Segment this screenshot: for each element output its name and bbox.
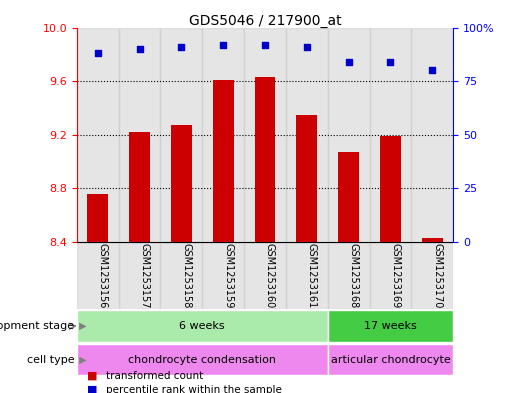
Text: ▶: ▶ (76, 321, 86, 331)
Bar (369, 28, 411, 242)
Text: GSM1253160: GSM1253160 (265, 243, 275, 308)
Point (135, 46, 144, 52)
Bar (296, 114, 317, 242)
Bar (77, 344, 328, 375)
Text: GSM1253158: GSM1253158 (181, 243, 191, 309)
Bar (411, 28, 453, 242)
Text: GSM1253170: GSM1253170 (432, 243, 442, 309)
Bar (77, 28, 119, 242)
Bar (328, 28, 369, 242)
Point (386, 59, 395, 65)
Bar (411, 242, 453, 309)
Point (177, 44, 186, 50)
Text: GSM1253159: GSM1253159 (223, 243, 233, 309)
Text: 6 weeks: 6 weeks (180, 321, 225, 331)
Bar (119, 28, 161, 242)
Text: percentile rank within the sample: percentile rank within the sample (106, 385, 282, 393)
Bar (161, 28, 202, 242)
Bar (119, 242, 161, 309)
Text: GSM1253161: GSM1253161 (307, 243, 317, 308)
Bar (129, 132, 150, 242)
Text: ■: ■ (87, 371, 98, 381)
Bar (422, 238, 443, 242)
Bar (213, 80, 234, 242)
Text: cell type: cell type (26, 354, 74, 365)
Point (303, 44, 311, 50)
Bar (244, 28, 286, 242)
Bar (77, 310, 328, 342)
Text: GSM1253168: GSM1253168 (349, 243, 359, 308)
Bar (328, 310, 453, 342)
Bar (87, 193, 108, 242)
Bar (161, 242, 202, 309)
Bar (171, 125, 192, 242)
Text: ▶: ▶ (76, 354, 86, 365)
Bar (328, 344, 453, 375)
Text: GSM1253156: GSM1253156 (98, 243, 108, 309)
Point (428, 67, 437, 73)
Text: development stage: development stage (0, 321, 74, 331)
Bar (77, 242, 119, 309)
Point (261, 42, 269, 48)
Text: transformed count: transformed count (106, 371, 203, 381)
Bar (202, 28, 244, 242)
Bar (369, 242, 411, 309)
Text: 17 weeks: 17 weeks (364, 321, 417, 331)
Point (219, 42, 227, 48)
Bar (338, 152, 359, 242)
Bar (328, 242, 369, 309)
Text: GSM1253157: GSM1253157 (139, 243, 149, 309)
Bar (202, 242, 244, 309)
Bar (244, 242, 286, 309)
Bar (380, 136, 401, 242)
Point (344, 59, 353, 65)
Point (93, 50, 102, 56)
Text: articular chondrocyte: articular chondrocyte (331, 354, 450, 365)
Bar (254, 77, 276, 242)
Text: GDS5046 / 217900_at: GDS5046 / 217900_at (189, 14, 341, 28)
Text: GSM1253169: GSM1253169 (391, 243, 401, 308)
Bar (286, 242, 328, 309)
Text: chondrocyte condensation: chondrocyte condensation (128, 354, 276, 365)
Bar (286, 28, 328, 242)
Text: ■: ■ (87, 385, 98, 393)
